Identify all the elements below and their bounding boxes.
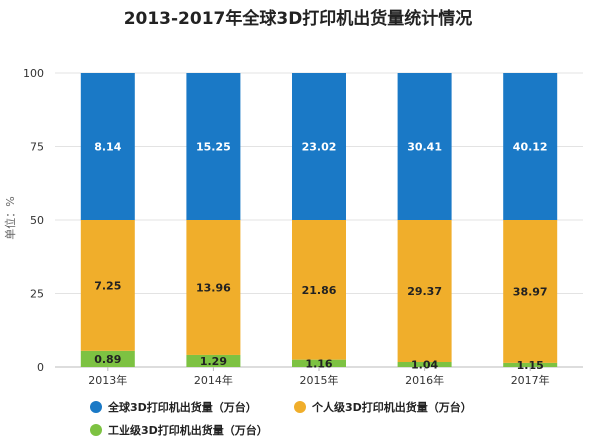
bar-segment [503,73,558,220]
chart-title: 2013-2017年全球3D打印机出货量统计情况 [124,8,473,29]
bar-segment [503,362,558,367]
y-tick-label: 75 [30,141,44,154]
data-label: 38.97 [513,285,548,298]
x-tick-label: 2014年 [194,373,233,387]
y-tick-label: 50 [30,214,44,227]
bar-segment [292,220,346,360]
legend-label: 工业级3D打印机出货量（万台） [108,423,268,437]
x-tick-label: 2013年 [88,373,127,387]
data-label: 30.41 [407,141,442,154]
data-label: 29.37 [407,285,442,298]
bar-segment [292,73,346,220]
legend-item: 工业级3D打印机出货量（万台） [90,423,268,437]
y-tick-label: 0 [37,361,44,374]
x-tick-label: 2016年 [405,373,444,387]
x-axis-ticks: 2013年 2014年 2015年 2016年 2017年 [88,367,550,387]
legend-label: 个人级3D打印机出货量（万台） [311,400,472,414]
y-axis-ticks: 0 25 50 75 100 [23,67,44,374]
legend-item: 个人级3D打印机出货量（万台） [294,400,472,414]
data-label: 1.29 [200,355,227,368]
data-label: 23.02 [302,141,337,154]
y-tick-label: 100 [23,67,44,80]
data-label: 15.25 [196,141,231,154]
data-label: 0.89 [94,353,121,366]
bar-segment [397,362,452,367]
data-label: 13.96 [196,281,231,294]
data-label: 7.25 [94,279,121,292]
bar-segment [292,359,346,367]
legend-swatch [90,401,102,413]
data-label: 40.12 [513,141,548,154]
legend-item: 全球3D打印机出货量（万台） [90,400,257,414]
legend-swatch [90,424,102,436]
y-axis-label: 单位：% [3,196,17,239]
legend-label: 全球3D打印机出货量（万台） [107,400,257,414]
y-tick-label: 25 [30,288,44,301]
x-tick-label: 2015年 [300,373,339,387]
bars [80,73,558,367]
bar-segment [80,220,135,351]
legend: 全球3D打印机出货量（万台） 个人级3D打印机出货量（万台） 工业级3D打印机出货量… [90,400,472,437]
segment-labels: 0.89 7.25 8.14 1.29 13.96 15.25 1.16 21.86 23.02… [94,141,547,372]
bar-segment [186,73,241,220]
bar-segment [503,220,558,363]
bar-segment [80,350,135,367]
x-tick-label: 2017年 [511,373,550,387]
data-label: 1.04 [411,359,438,372]
legend-swatch [294,401,306,413]
data-label: 1.15 [517,359,544,372]
data-label: 21.86 [302,284,337,297]
bar-segment [397,73,452,220]
bar-segment [397,220,452,363]
data-label: 1.16 [305,357,332,370]
data-label: 8.14 [94,141,121,154]
bar-segment [80,73,135,220]
bar-segment [186,220,241,355]
bar-segment [186,354,241,367]
